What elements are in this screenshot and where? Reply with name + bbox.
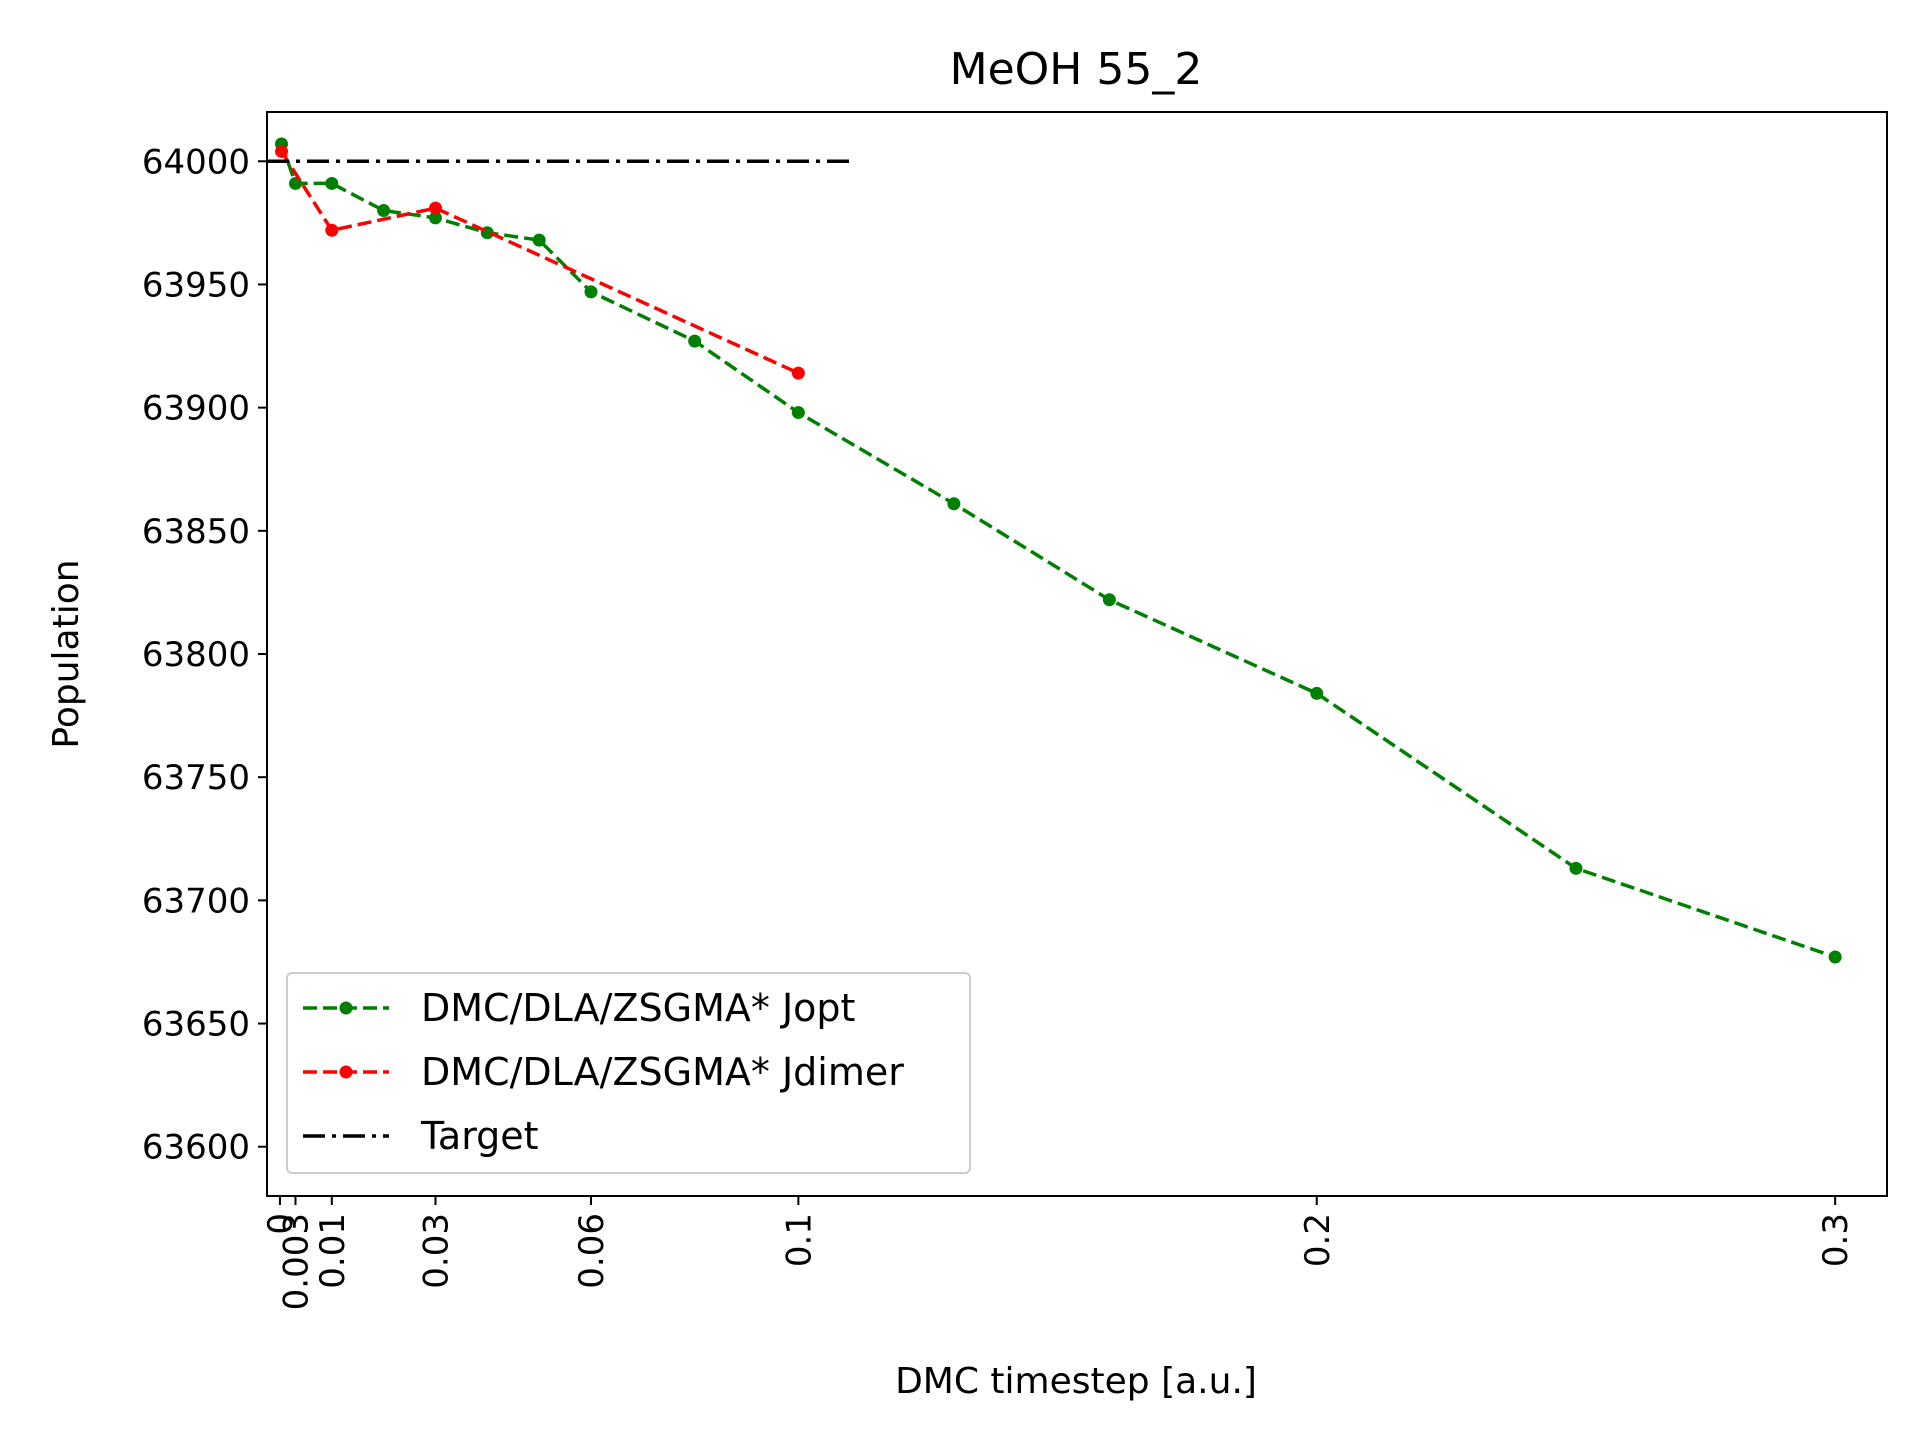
x-tick-label: 0.3 [1816, 1213, 1856, 1267]
data-point [428, 211, 442, 225]
x-axis-label: DMC timestep [a.u.] [895, 1361, 1257, 1402]
x-tick-label: 0.1 [779, 1213, 819, 1267]
legend-box [286, 972, 971, 1174]
data-point [275, 144, 289, 158]
y-axis: 63600 63650 63700 63750 63800 63850 63900 63950… [142, 142, 267, 1168]
data-point [428, 201, 442, 215]
y-tick-label: 63950 [142, 265, 250, 305]
legend: DMC/DLA/ZSGMA* Jopt DMC/DLA/ZSGMA* Jdimer… [286, 972, 971, 1174]
y-tick-label: 63800 [142, 635, 250, 675]
plot-lines [267, 137, 1842, 964]
data-point [688, 334, 702, 348]
legend-marker [339, 1001, 353, 1015]
data-point [1310, 686, 1324, 700]
y-tick-label: 63750 [142, 758, 250, 798]
data-point [325, 223, 339, 237]
y-tick-label: 63650 [142, 1005, 250, 1045]
data-point [1828, 950, 1842, 964]
y-tick-label: 64000 [142, 142, 250, 182]
y-tick-label: 63900 [142, 389, 250, 429]
x-tick-label: 0.01 [313, 1213, 353, 1289]
data-point [1102, 593, 1116, 607]
series-line [280, 150, 800, 375]
data-point [325, 176, 339, 190]
x-tick-label: 0.03 [416, 1213, 456, 1289]
x-tick-label: 0.2 [1298, 1213, 1338, 1267]
data-point [791, 406, 805, 420]
legend-marker [339, 1065, 353, 1079]
legend-label: DMC/DLA/ZSGMA* Jdimer [421, 1050, 904, 1094]
legend-label: DMC/DLA/ZSGMA* Jopt [421, 986, 855, 1030]
data-point [791, 366, 805, 380]
data-point [584, 285, 598, 299]
x-tick-label: 0.06 [572, 1213, 612, 1289]
data-point [377, 204, 391, 218]
data-point [532, 233, 546, 247]
y-axis-label: Population [46, 559, 87, 748]
y-tick-label: 63700 [142, 881, 250, 921]
data-point [947, 497, 961, 511]
y-tick-label: 63850 [142, 512, 250, 552]
x-tick-label: 0 [261, 1213, 301, 1235]
chart-title: MeOH 55_2 [950, 44, 1203, 95]
legend-label: Target [420, 1114, 539, 1158]
y-tick-label: 63600 [142, 1128, 250, 1168]
x-tick-label: 0.003 [277, 1213, 317, 1310]
data-point [1569, 861, 1583, 875]
